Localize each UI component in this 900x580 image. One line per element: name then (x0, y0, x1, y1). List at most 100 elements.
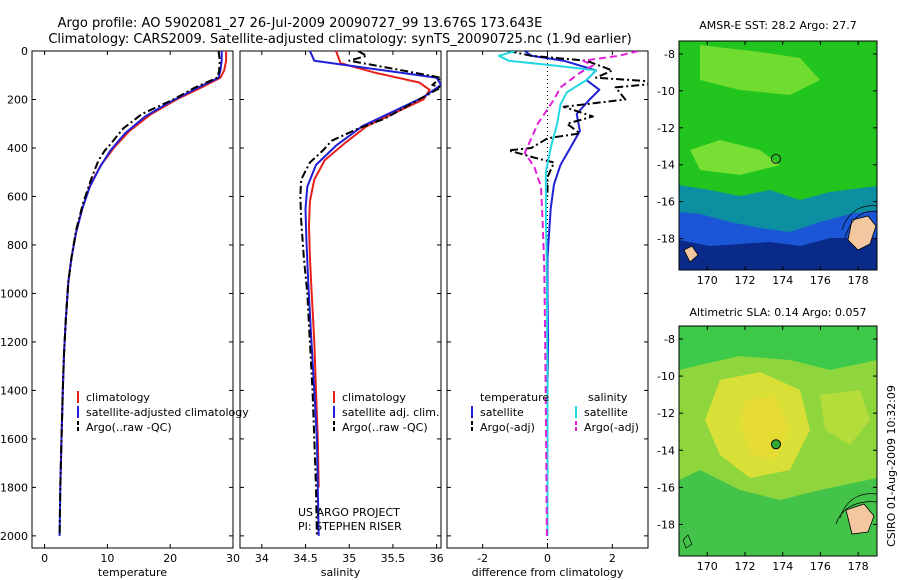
legend: temperature salinity satellite Argo(-adj) sa… (471, 391, 639, 434)
x-tick-label: 34.5 (293, 552, 318, 565)
legend-label: satellite adj. clim. (342, 406, 439, 419)
legend-label: satellite (480, 406, 524, 419)
map-y-tick-label: -12 (657, 122, 675, 135)
sst-map: 170 172 174 176 178 -8 -10 -12 -14 -16 -18 (657, 40, 878, 287)
x-tick-label: 0 (544, 552, 551, 565)
sla-map-title: Altimetric SLA: 0.14 Argo: 0.057 (689, 306, 866, 319)
legend-label: climatology (342, 391, 406, 404)
x-tick-label: 35.5 (381, 552, 406, 565)
legend-header: temperature (480, 391, 549, 404)
sla-argo-marker (771, 439, 781, 450)
sla-low-patch (679, 470, 877, 556)
y-tick-label: 1400 (0, 384, 28, 397)
y-tick-label: 1600 (0, 433, 28, 446)
legend-label: Argo(..raw -QC) (86, 421, 172, 434)
map-x-tick-label: 170 (697, 560, 718, 573)
map-y-tick-label: -10 (657, 85, 675, 98)
series-line-2 (497, 51, 598, 536)
map-x-tick-label: 176 (810, 274, 831, 287)
sla-coast-arc (835, 501, 877, 525)
annotation-line: PI: STEPHEN RISER (298, 520, 402, 533)
legend-label: climatology (86, 391, 150, 404)
series-line-2 (299, 51, 441, 536)
map-y-tick-label: -18 (657, 518, 675, 531)
figure-title-line1: Argo profile: AO 5902081_27 26-Jul-2009 … (58, 16, 543, 31)
x-axis-label: salinity (321, 566, 361, 579)
credit-label: CSIRO 01-Aug-2009 10:32:09 (885, 385, 898, 547)
x-tick-label: 0 (41, 552, 48, 565)
x-tick-label: 36 (430, 552, 444, 565)
map-x-tick-label: 174 (772, 274, 793, 287)
sst-warm-patch (690, 140, 780, 175)
x-axis-label: difference from climatology (472, 566, 624, 579)
legend-label: Argo(..raw -QC) (342, 421, 428, 434)
y-tick-label: 600 (7, 190, 28, 203)
y-tick-label: 800 (7, 239, 28, 252)
map-x-tick-label: 172 (735, 560, 756, 573)
sst-map-title: AMSR-E SST: 28.2 Argo: 27.7 (699, 19, 857, 32)
series-line-1 (507, 51, 648, 197)
sla-coast-arc (682, 534, 693, 549)
sla-island (845, 503, 875, 535)
sst-coldest-band (679, 238, 877, 270)
y-tick-label: 1800 (0, 481, 28, 494)
y-tick-label: 0 (21, 45, 28, 58)
legend-label: satellite (584, 406, 628, 419)
legend: climatology satellite adj. clim. Argo(..ra… (333, 391, 439, 434)
series-line-1 (58, 51, 223, 536)
map-x-tick-label: 172 (735, 274, 756, 287)
map-y-tick-label: -16 (657, 481, 675, 494)
temperature-profile-plot: 0 10 20 30 0 200 400 600 800 1000 1200 1400 1600 1800… (0, 45, 249, 579)
sst-coast-arc (841, 205, 877, 231)
y-tick-label: 2000 (0, 530, 28, 543)
sst-argo-marker (770, 153, 782, 164)
legend-label: satellite-adjusted climatology (86, 406, 249, 419)
map-x-tick-label: 178 (848, 560, 869, 573)
legend-header: salinity (588, 391, 628, 404)
x-tick-label: -2 (477, 552, 488, 565)
sla-mid-patch (820, 390, 870, 445)
series-line-2 (58, 51, 221, 536)
x-tick-label: 20 (163, 552, 177, 565)
x-axis-label: temperature (98, 566, 167, 579)
map-y-tick-label: -16 (657, 196, 675, 209)
annotation-line: US ARGO PROJECT (298, 506, 400, 519)
sst-island (847, 215, 877, 251)
series-line-3 (523, 51, 639, 536)
x-tick-label: 35 (342, 552, 356, 565)
map-y-tick-label: -14 (657, 444, 675, 457)
map-y-tick-label: -12 (657, 407, 675, 420)
x-tick-label: 2 (609, 552, 616, 565)
x-tick-label: 34 (255, 552, 269, 565)
legend-label: Argo(-adj) (480, 421, 535, 434)
map-y-tick-label: -8 (664, 333, 675, 346)
map-y-tick-label: -8 (664, 48, 675, 61)
x-tick-label: 30 (226, 552, 240, 565)
y-tick-label: 200 (7, 93, 28, 106)
sla-low-patch (679, 326, 877, 370)
map-y-tick-label: -18 (657, 233, 675, 246)
figure-title-line2: Climatology: CARS2009. Satellite-adjuste… (48, 32, 631, 47)
map-y-tick-label: -14 (657, 159, 675, 172)
map-x-tick-label: 178 (848, 274, 869, 287)
x-tick-label: 10 (100, 552, 114, 565)
sla-map: 170 172 174 176 178 -8 -10 -12 -14 -16 -18 (657, 325, 878, 573)
map-x-tick-label: 176 (810, 560, 831, 573)
map-x-tick-label: 170 (697, 274, 718, 287)
salinity-profile-plot: 34 34.5 35 35.5 36 salinity climatology satelli… (239, 50, 444, 579)
plot-frame (239, 50, 442, 549)
plot-frame (31, 50, 234, 549)
series-line-0 (524, 51, 601, 536)
y-tick-label: 1000 (0, 287, 28, 300)
sst-island (683, 245, 699, 263)
sst-warm-patch (700, 45, 820, 95)
legend-label: Argo(-adj) (584, 421, 639, 434)
map-x-tick-label: 174 (772, 560, 793, 573)
map-y-tick-label: -10 (657, 370, 675, 383)
legend: climatology satellite-adjusted climatolog… (77, 391, 249, 434)
y-tick-label: 400 (7, 142, 28, 155)
series-line-0 (308, 51, 431, 488)
y-tick-label: 1200 (0, 336, 28, 349)
